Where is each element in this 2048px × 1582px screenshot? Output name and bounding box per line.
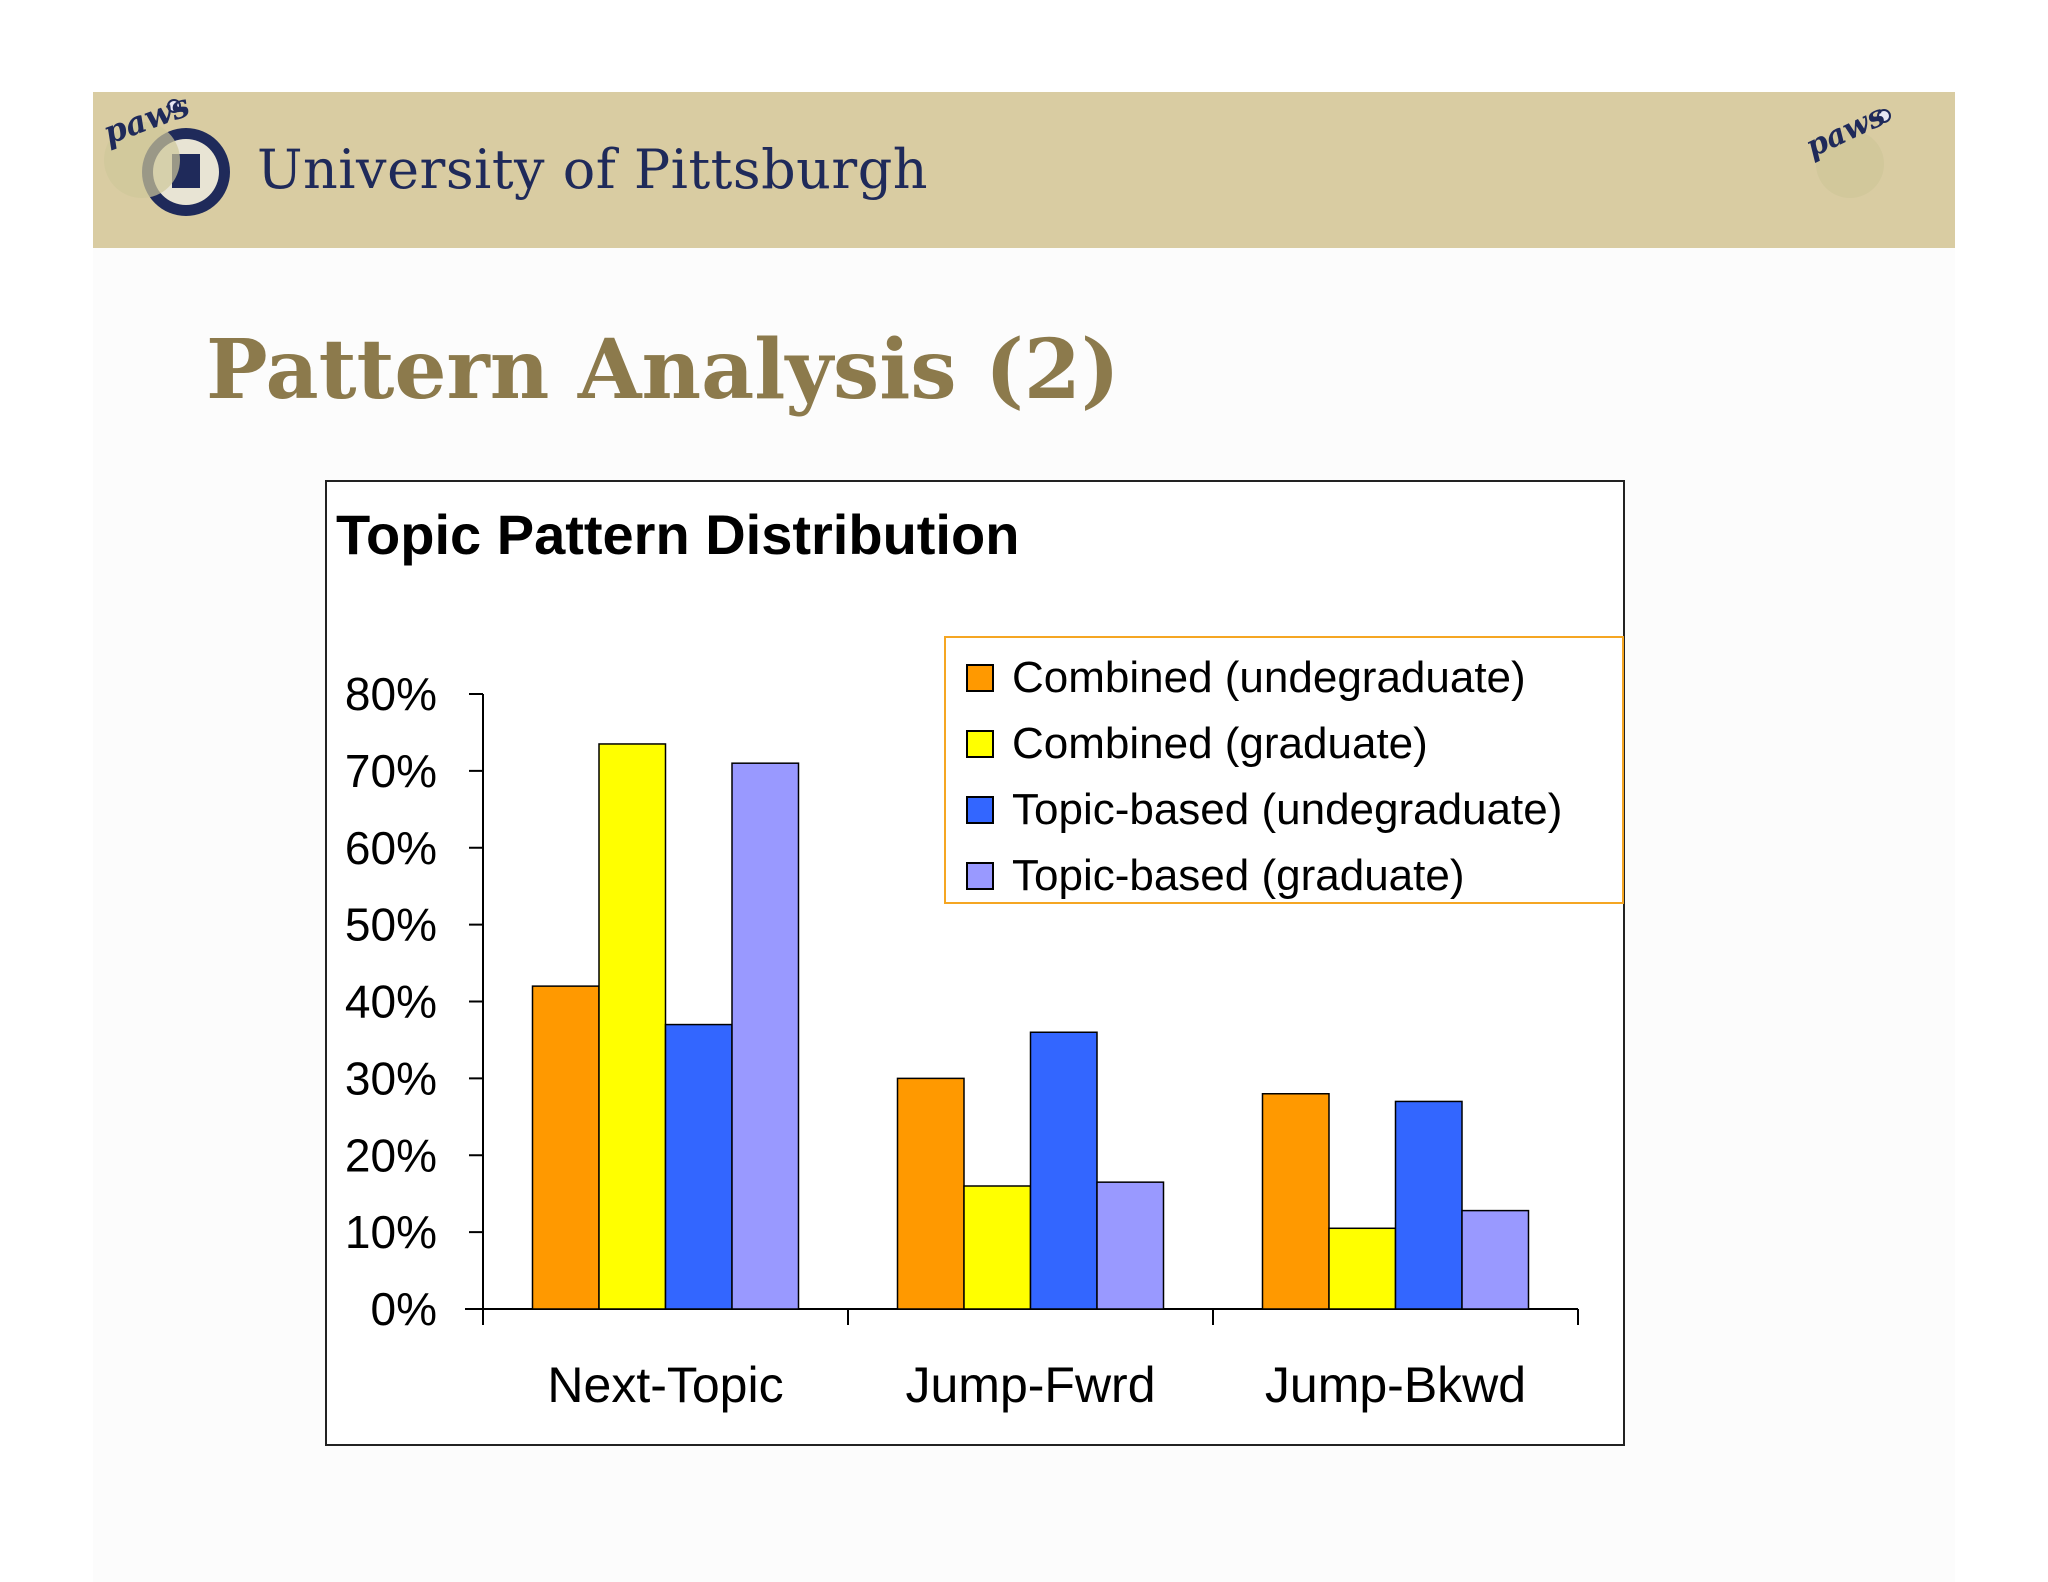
university-name: University of Pittsburgh xyxy=(257,138,929,201)
chart-legend: Combined (undegraduate) Combined (graduat… xyxy=(944,636,1624,904)
legend-item: Combined (undegraduate) xyxy=(966,650,1526,706)
bar xyxy=(1096,1181,1165,1310)
x-category-label: Jump-Bkwd xyxy=(1265,1357,1526,1413)
legend-swatch xyxy=(966,664,994,692)
legend-label: Topic-based (undegraduate) xyxy=(1012,785,1563,834)
y-tick-label: 80% xyxy=(345,668,437,720)
bar xyxy=(664,1023,733,1310)
y-tick-label: 30% xyxy=(345,1052,437,1104)
legend-swatch xyxy=(966,796,994,824)
legend-label: Combined (undegraduate) xyxy=(1012,653,1526,702)
y-tick-label: 60% xyxy=(345,822,437,874)
y-tick-label: 20% xyxy=(345,1129,437,1181)
y-tick-label: 10% xyxy=(345,1206,437,1258)
y-tick-label: 0% xyxy=(371,1283,437,1335)
x-category-label: Jump-Fwrd xyxy=(905,1357,1155,1413)
bar xyxy=(896,1077,965,1310)
y-tick-label: 50% xyxy=(345,899,437,951)
legend-swatch xyxy=(966,862,994,890)
seal-icon xyxy=(104,99,230,216)
y-tick-label: 40% xyxy=(345,976,437,1028)
paws-logo: paws xyxy=(1800,98,1900,202)
chart-title: Topic Pattern Distribution xyxy=(336,503,1020,566)
university-seal-logo: paws xyxy=(96,86,246,226)
bar xyxy=(1461,1209,1530,1310)
legend-item: Combined (graduate) xyxy=(966,716,1428,772)
slide-title: Pattern Analysis (2) xyxy=(206,322,1120,418)
header-banner xyxy=(93,92,1955,248)
paws-logo-icon xyxy=(1816,109,1891,198)
bar xyxy=(531,985,600,1310)
legend-swatch xyxy=(966,730,994,758)
bar xyxy=(1029,1031,1098,1310)
y-tick-label: 70% xyxy=(345,745,437,797)
legend-label: Combined (graduate) xyxy=(1012,719,1428,768)
bar xyxy=(1261,1093,1330,1310)
bar xyxy=(598,743,667,1310)
x-category-label: Next-Topic xyxy=(547,1357,783,1413)
bar xyxy=(1394,1100,1463,1310)
bar xyxy=(731,762,800,1310)
bar xyxy=(1328,1227,1397,1310)
legend-item: Topic-based (graduate) xyxy=(966,848,1464,904)
legend-item: Topic-based (undegraduate) xyxy=(966,782,1562,838)
bar xyxy=(963,1185,1032,1310)
legend-label: Topic-based (graduate) xyxy=(1012,851,1465,900)
